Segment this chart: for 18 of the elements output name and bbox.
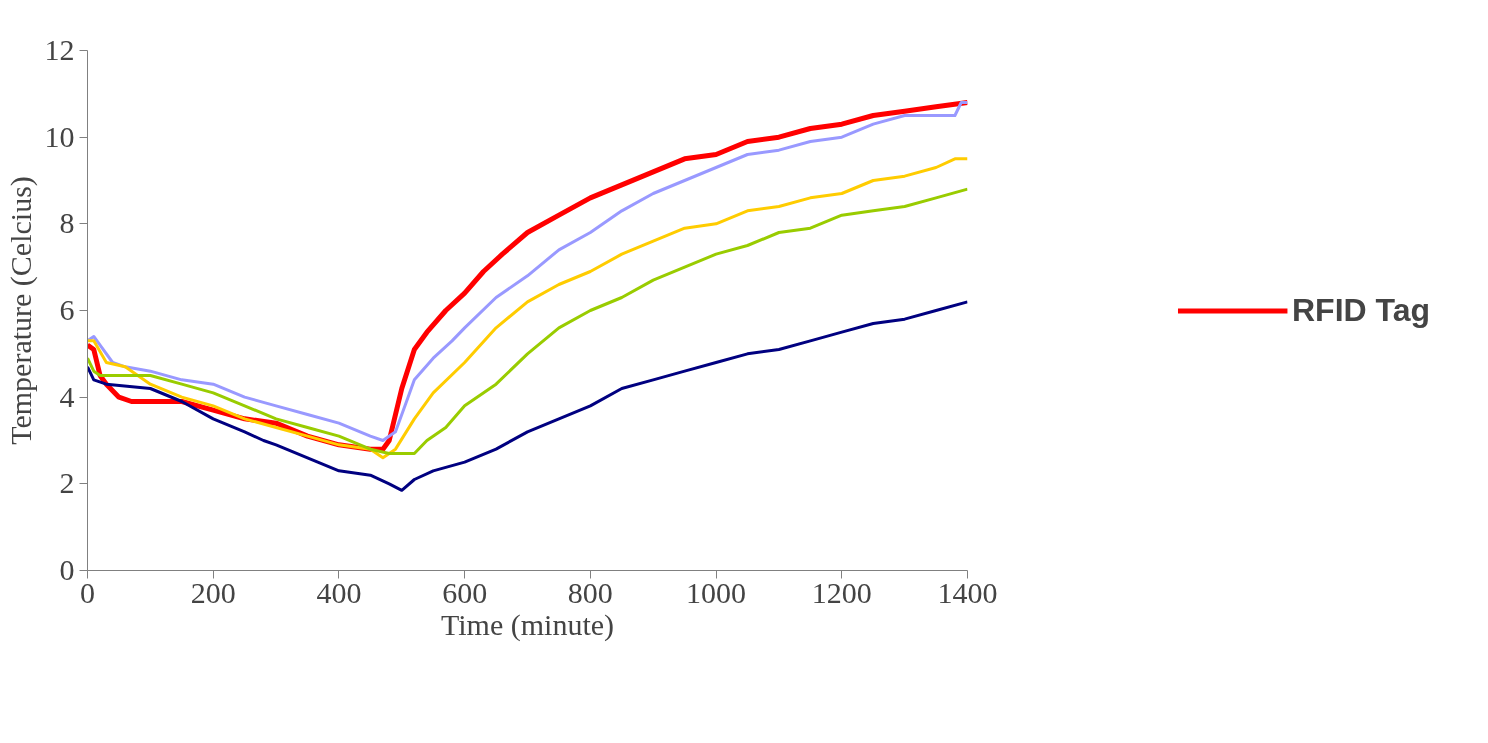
y-tick-label: 8	[59, 206, 75, 240]
y-tick-label: 0	[59, 553, 75, 586]
x-tick-label: 600	[442, 575, 488, 609]
x-tick-label: 400	[316, 575, 362, 609]
x-tick-label: 1000	[686, 575, 747, 609]
legend-label: RFID Tag	[1291, 291, 1431, 329]
y-tick-label: 6	[59, 293, 75, 326]
x-tick-label: 800	[567, 575, 613, 609]
x-tick-label: 1400	[937, 575, 998, 609]
x-tick-label: 1200	[811, 575, 872, 609]
x-tick-label: 200	[190, 575, 236, 609]
y-tick-label: 12	[44, 33, 75, 66]
line-series	[87, 300, 968, 492]
y-tick-label: 2	[59, 466, 75, 500]
y-tick-label: 10	[44, 119, 75, 153]
x-axis-title: Time (minute)	[440, 607, 615, 642]
y-tick-label: 4	[59, 379, 75, 413]
y-axis-title: Temperature (Celcius)	[3, 176, 38, 445]
